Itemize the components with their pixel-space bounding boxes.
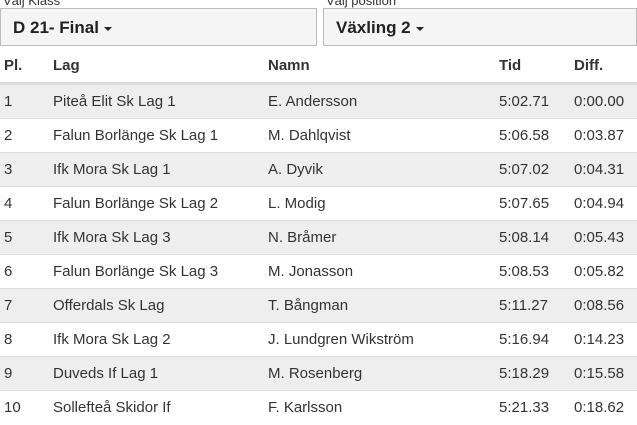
time-cell: 5:21.33 [499, 399, 550, 416]
result-row: 9 Duveds If Lag 1 M. Rosenberg 5:18.29 0:15.… [0, 356, 637, 390]
time-cell: 5:16.94 [499, 331, 550, 348]
diff-cell: 0:18.62 [574, 399, 625, 416]
name-cell: N. Bråmer [268, 229, 337, 246]
diff-cell: 0:03.87 [574, 127, 625, 144]
place-cell: 6 [4, 263, 13, 280]
time-cell: 5:18.29 [499, 365, 550, 382]
name-cell: Namn [268, 57, 310, 74]
result-row: 6 Falun Borlänge Sk Lag 3 M. Jonasson 5:08.… [0, 254, 637, 288]
name-cell: F. Karlsson [268, 399, 343, 416]
team-cell: Offerdals Sk Lag [53, 297, 165, 314]
position-dropdown[interactable]: Växling 2 [323, 8, 637, 46]
diff-cell: Diff. [574, 57, 604, 74]
place-cell: Pl. [4, 57, 23, 74]
selector-label: Välj position [326, 0, 397, 8]
place-cell: 9 [4, 365, 13, 382]
team-cell: Falun Borlänge Sk Lag 3 [53, 263, 219, 280]
dropdown-value: D 21- Final [13, 18, 99, 37]
result-row: 8 Ifk Mora Sk Lag 2 J. Lundgren Wikström 5:… [0, 322, 637, 356]
team-cell: Duveds If Lag 1 [53, 365, 159, 382]
team-cell: Ifk Mora Sk Lag 1 [53, 161, 171, 178]
diff-cell: 0:04.31 [574, 161, 625, 178]
time-cell: 5:07.02 [499, 161, 550, 178]
name-cell: A. Dyvik [268, 161, 324, 178]
name-cell: T. Bångman [268, 297, 349, 314]
place-cell: 10 [4, 399, 21, 416]
team-cell: Falun Borlänge Sk Lag 2 [53, 195, 219, 212]
team-cell: Falun Borlänge Sk Lag 1 [53, 127, 219, 144]
place-cell: 7 [4, 297, 13, 314]
time-cell: 5:07.65 [499, 195, 550, 212]
selector-label: Välj Klass [3, 0, 61, 8]
caret [103, 26, 112, 31]
diff-cell: 0:05.43 [574, 229, 625, 246]
name-cell: M. Jonasson [268, 263, 354, 280]
result-row: 2 Falun Borlänge Sk Lag 1 M. Dahlqvist 5:06… [0, 118, 637, 152]
diff-cell: 0:15.58 [574, 365, 625, 382]
time-cell: 5:11.27 [499, 297, 548, 314]
place-cell: 4 [4, 195, 13, 212]
time-cell: Tid [499, 57, 522, 74]
place-cell: 2 [4, 127, 13, 144]
diff-cell: 0:08.56 [574, 297, 625, 314]
result-row: 7 Offerdals Sk Lag T. Bångman 5:11.27 0:08.5… [0, 288, 637, 322]
place-cell: 3 [4, 161, 13, 178]
name-cell: M. Dahlqvist [268, 127, 351, 144]
result-row: 10 Sollefteå Skidor If F. Karlsson 5:21.33 0… [0, 390, 637, 424]
name-cell: L. Modig [268, 195, 326, 212]
result-row: 4 Falun Borlänge Sk Lag 2 L. Modig 5:07.65 0… [0, 186, 637, 220]
header-row: Pl. Lag Namn Tid Diff. [0, 49, 637, 84]
diff-cell: 0:14.23 [574, 331, 625, 348]
result-row: 3 Ifk Mora Sk Lag 1 A. Dyvik 5:07.02 0:04.31 [0, 152, 637, 186]
name-cell: J. Lundgren Wikström [268, 331, 414, 348]
time-cell: 5:02.71 [499, 93, 550, 110]
team-cell: Piteå Elit Sk Lag 1 [53, 93, 176, 110]
dropdown-value: Växling 2 [336, 18, 411, 37]
time-cell: 5:08.53 [499, 263, 550, 280]
diff-cell: 0:04.94 [574, 195, 625, 212]
team-cell: Sollefteå Skidor If [53, 399, 171, 416]
place-cell: 8 [4, 331, 13, 348]
time-cell: 5:06.58 [499, 127, 550, 144]
caret [415, 26, 424, 31]
result-row: 1 Piteå Elit Sk Lag 1 E. Andersson 5:02.71 0… [0, 84, 637, 118]
place-cell: 1 [4, 93, 13, 110]
team-cell: Lag [53, 57, 80, 74]
name-cell: M. Rosenberg [268, 365, 363, 382]
class-dropdown[interactable]: D 21- Final [0, 8, 317, 46]
time-cell: 5:08.14 [499, 229, 550, 246]
place-cell: 5 [4, 229, 13, 246]
diff-cell: 0:00.00 [574, 93, 625, 110]
result-row: 5 Ifk Mora Sk Lag 3 N. Bråmer 5:08.14 0:05.4… [0, 220, 637, 254]
team-cell: Ifk Mora Sk Lag 2 [53, 331, 171, 348]
team-cell: Ifk Mora Sk Lag 3 [53, 229, 171, 246]
name-cell: E. Andersson [268, 93, 358, 110]
diff-cell: 0:05.82 [574, 263, 625, 280]
